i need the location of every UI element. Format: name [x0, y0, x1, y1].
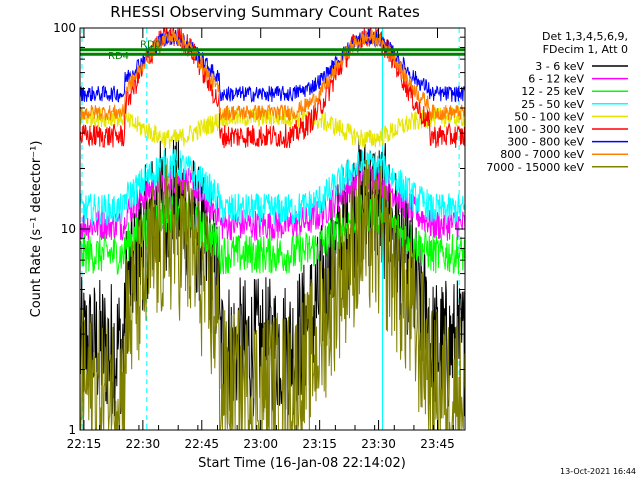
x-axis: 22:15 22:30 22:45 23:00 23:15 23:30 23:45: [67, 28, 455, 451]
flag-label-rd4: RD4: [108, 51, 129, 62]
footer-date: 13-Oct-2021 16:44: [560, 467, 636, 476]
y-tick-label: 10: [61, 222, 76, 236]
series-line-8: [79, 159, 466, 431]
legend-label: 6 - 12 keV: [528, 73, 584, 86]
series-line-4: [79, 107, 466, 149]
series-line-3: [79, 149, 466, 226]
legend-header-2: FDecim 1, Att 0: [543, 43, 628, 56]
x-tick-label: 23:45: [420, 437, 455, 451]
x-tick-label: 23:30: [361, 437, 396, 451]
series-group: [79, 27, 466, 431]
series-line-7: [79, 29, 466, 123]
x-axis-label: Start Time (16-Jan-08 22:14:02): [198, 456, 406, 471]
legend-label: 50 - 100 keV: [514, 110, 584, 123]
legend-label: 300 - 800 keV: [507, 136, 584, 149]
legend-label: 800 - 7000 keV: [500, 148, 584, 161]
y-tick-label: 1: [68, 423, 76, 437]
x-tick-label: 23:00: [243, 437, 278, 451]
legend-label: 25 - 50 keV: [521, 98, 584, 111]
x-tick-label: 22:45: [184, 437, 219, 451]
x-tick-label: 22:30: [126, 437, 161, 451]
legend: Det 1,3,4,5,6,9,FDecim 1, Att 0 3 - 6 keV…: [486, 30, 628, 174]
series-line-2: [79, 194, 466, 276]
legend-label: 100 - 300 keV: [507, 123, 584, 136]
chart-title: RHESSI Observing Summary Count Rates: [110, 3, 420, 21]
y-axis-label: Count Rate (s⁻¹ detector⁻¹): [29, 141, 44, 318]
legend-header-1: Det 1,3,4,5,6,9,: [542, 30, 628, 43]
legend-label: 3 - 6 keV: [535, 60, 584, 73]
y-axis: 1 10 100: [53, 21, 465, 437]
legend-label: 7000 - 15000 keV: [486, 161, 584, 174]
x-tick-label: 22:15: [67, 437, 102, 451]
y-tick-label: 100: [53, 21, 76, 35]
flag-label-rd0: RD0: [140, 39, 161, 50]
x-tick-label: 23:15: [302, 437, 337, 451]
flag-lines: RD4 RD0: [80, 39, 465, 62]
legend-label: 12 - 25 keV: [521, 85, 584, 98]
